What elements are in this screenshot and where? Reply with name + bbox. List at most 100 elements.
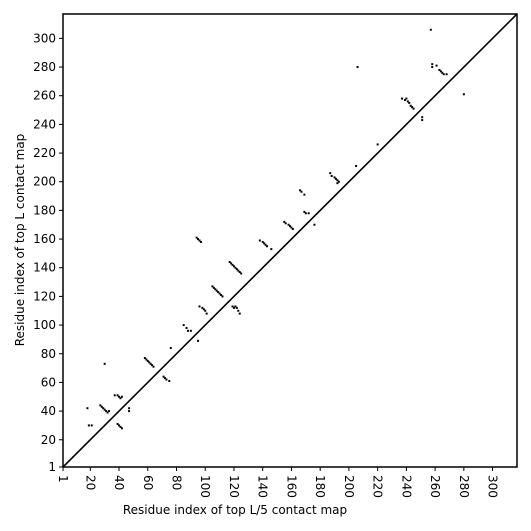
point <box>441 71 444 74</box>
y-tick-label: 280 <box>33 60 56 74</box>
point <box>215 289 218 292</box>
point <box>106 411 109 414</box>
point <box>195 236 198 239</box>
point <box>211 285 214 288</box>
point <box>240 272 243 275</box>
y-tick-label: 80 <box>41 347 56 361</box>
point <box>168 379 171 382</box>
point <box>234 266 237 269</box>
x-axis-label: Residue index of top L/5 contact map <box>123 503 347 517</box>
point <box>119 425 122 428</box>
x-tick-label: 200 <box>342 475 356 498</box>
point <box>118 424 121 427</box>
point <box>205 312 208 315</box>
point <box>290 226 293 229</box>
y-tick-label: 60 <box>41 375 56 389</box>
point <box>113 394 116 397</box>
point <box>313 223 316 226</box>
point <box>198 305 201 308</box>
point <box>421 116 424 119</box>
y-tick-label: 300 <box>33 31 56 45</box>
point <box>235 268 238 271</box>
point <box>230 262 233 265</box>
point <box>406 100 409 103</box>
point <box>86 407 89 410</box>
x-tick-label: 260 <box>428 475 442 498</box>
point <box>421 119 424 122</box>
x-tick-label: 160 <box>284 475 298 498</box>
point <box>235 306 238 309</box>
point <box>403 99 406 102</box>
point <box>431 66 434 69</box>
point <box>264 243 267 246</box>
x-tick-label: 300 <box>486 475 500 498</box>
point <box>149 362 152 365</box>
point <box>185 326 188 329</box>
point <box>105 410 108 413</box>
point <box>411 106 414 109</box>
point <box>231 305 234 308</box>
point <box>197 339 200 342</box>
y-tick-label: 20 <box>41 433 56 447</box>
point <box>304 212 307 215</box>
point <box>198 239 201 242</box>
point <box>405 97 408 100</box>
point <box>116 394 119 397</box>
point <box>120 427 123 430</box>
point <box>212 286 215 289</box>
point <box>99 404 102 407</box>
x-tick-label: 120 <box>227 475 241 498</box>
point <box>409 104 412 107</box>
point <box>148 361 151 364</box>
y-tick-label: 240 <box>33 117 56 131</box>
point <box>201 306 204 309</box>
point <box>220 293 223 296</box>
point <box>334 177 337 180</box>
point <box>329 172 332 175</box>
point <box>87 424 90 427</box>
point <box>462 93 465 96</box>
point <box>438 68 441 71</box>
point <box>189 329 192 332</box>
point <box>218 292 221 295</box>
point <box>299 189 302 192</box>
point <box>330 174 333 177</box>
point <box>169 347 172 350</box>
x-tick-label: 180 <box>313 475 327 498</box>
point <box>103 408 106 411</box>
y-tick-label: 220 <box>33 146 56 160</box>
point <box>303 193 306 196</box>
x-tick-label: 1 <box>56 475 70 483</box>
point <box>303 210 306 213</box>
point <box>107 410 110 413</box>
x-tick-label: 60 <box>141 475 155 490</box>
x-tick-label: 240 <box>399 475 413 498</box>
point <box>90 424 93 427</box>
point <box>145 358 148 361</box>
point <box>237 269 240 272</box>
point <box>356 66 359 69</box>
point <box>291 228 294 231</box>
point <box>289 225 291 228</box>
point <box>228 261 231 264</box>
point <box>261 240 264 243</box>
diagonal <box>62 13 518 468</box>
y-tick-label: 160 <box>33 232 56 246</box>
point <box>442 73 445 76</box>
point <box>258 239 261 242</box>
point <box>307 212 310 215</box>
point <box>238 312 241 315</box>
x-tick-label: 280 <box>457 475 471 498</box>
x-tick-label: 80 <box>170 475 184 490</box>
y-tick-label: 1 <box>48 460 56 474</box>
point <box>119 397 122 400</box>
point <box>232 306 235 309</box>
point <box>118 395 121 398</box>
point <box>266 245 269 248</box>
y-tick-label: 100 <box>33 318 56 332</box>
y-tick-label: 40 <box>41 404 56 418</box>
point <box>283 220 286 223</box>
point <box>429 28 432 31</box>
point <box>439 70 442 73</box>
